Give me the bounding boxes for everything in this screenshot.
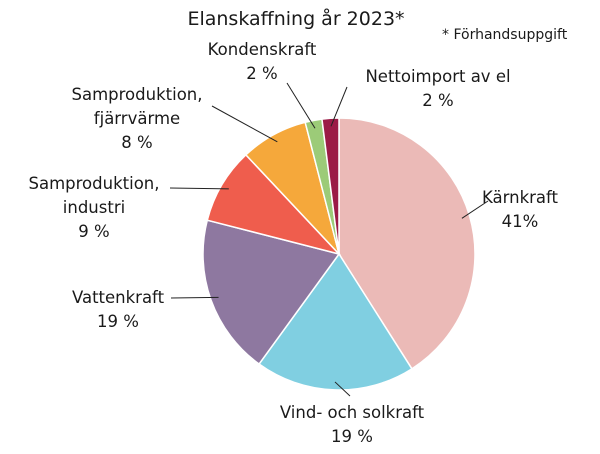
leader-line xyxy=(330,86,348,127)
pie-slice xyxy=(258,252,413,391)
value-label: 9 % xyxy=(78,222,110,241)
slice-label: Samproduktion, industri xyxy=(28,174,160,217)
leader-line xyxy=(286,82,316,129)
value-label: 19 % xyxy=(97,312,139,331)
slice-label: Kondenskraft xyxy=(207,40,317,59)
slice-label: Vattenkraft xyxy=(71,288,165,307)
pie-slice xyxy=(321,117,340,255)
value-label: 2 % xyxy=(422,91,454,110)
footnote: * Förhandsuppgift xyxy=(442,27,568,43)
leader-line xyxy=(211,105,278,143)
leader-line xyxy=(334,381,351,397)
value-label: 41% xyxy=(501,212,539,231)
value-label: 19 % xyxy=(331,427,373,446)
leader-line xyxy=(169,187,229,190)
slice-label: Kärnkraft xyxy=(481,188,559,207)
slice-label: Samproduktion, fjärrvärme xyxy=(71,85,203,128)
leader-line xyxy=(170,296,219,299)
pie-slice xyxy=(338,117,476,370)
pie-slice xyxy=(202,219,341,366)
slice-label: Vind- och solkraft xyxy=(279,403,425,422)
leader-line xyxy=(461,200,489,219)
slice-label: Nettoimport av el xyxy=(365,67,511,86)
chart-title: Elanskaffning år 2023* xyxy=(187,8,405,30)
value-label: 8 % xyxy=(121,133,153,152)
value-label: 2 % xyxy=(246,64,278,83)
